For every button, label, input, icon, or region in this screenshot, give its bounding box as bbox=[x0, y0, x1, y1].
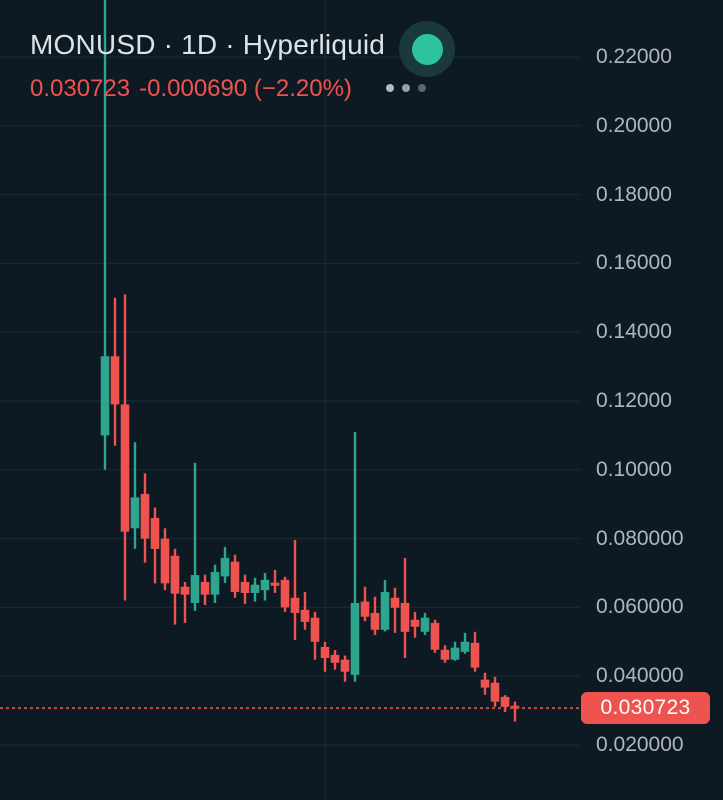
candle-body-down bbox=[360, 601, 370, 617]
candle-body-down bbox=[160, 538, 170, 584]
candle-body-down bbox=[330, 654, 340, 663]
candle-body-up bbox=[380, 591, 390, 630]
candle-body-down bbox=[200, 581, 210, 595]
candle-body-up bbox=[130, 497, 140, 529]
candle-body-up bbox=[460, 641, 470, 652]
candle-body-down bbox=[170, 555, 180, 594]
y-axis-label: 0.020000 bbox=[596, 733, 684, 756]
candle-body-down bbox=[270, 582, 280, 586]
candle-body-down bbox=[390, 597, 400, 608]
dot-icon bbox=[418, 84, 426, 92]
candle-body-down bbox=[470, 642, 480, 668]
y-axis-label: 0.080000 bbox=[596, 526, 684, 550]
candle-body-down bbox=[120, 404, 130, 532]
candle-body-down bbox=[440, 649, 450, 660]
price-change-text: -0.000690 (−2.20%) bbox=[139, 75, 352, 102]
candle-body-down bbox=[480, 679, 490, 688]
candle-body-down bbox=[140, 493, 150, 539]
last-price-text: 0.030723 bbox=[30, 75, 131, 102]
candle-body-down bbox=[310, 617, 320, 642]
candle-body-down bbox=[300, 609, 310, 622]
candle-body-up bbox=[210, 571, 220, 595]
candle-body-down bbox=[410, 619, 420, 627]
y-axis-label: 0.20000 bbox=[596, 113, 672, 137]
more-options-icon[interactable] bbox=[386, 84, 426, 92]
candle-body-up bbox=[220, 557, 230, 577]
y-axis-label: 0.18000 bbox=[596, 182, 672, 206]
candle-body-down bbox=[500, 696, 510, 707]
price-axis[interactable]: 0.22000 0.20000 0.18000 0.16000 0.14000 0.120… bbox=[580, 0, 723, 800]
dot-icon bbox=[386, 84, 394, 92]
candle-body-up bbox=[100, 356, 110, 436]
y-axis-label: 0.16000 bbox=[596, 251, 672, 275]
y-axis-label: 0.12000 bbox=[596, 389, 672, 412]
candle-body-down bbox=[490, 682, 500, 702]
live-dot-icon bbox=[411, 33, 443, 65]
candle-body-down bbox=[180, 586, 190, 595]
dot-icon bbox=[402, 84, 410, 92]
candle-body-down bbox=[430, 622, 440, 650]
candle-body-down bbox=[340, 659, 350, 672]
price-row: 0.030723 -0.000690 (−2.20%) bbox=[30, 75, 352, 103]
y-axis-label: 0.060000 bbox=[596, 595, 684, 619]
candle-body-up bbox=[450, 647, 460, 660]
y-axis-label: 0.22000 bbox=[596, 45, 672, 68]
candle-body-up bbox=[260, 579, 270, 591]
candle-body-down bbox=[230, 561, 240, 592]
candle-body-up bbox=[250, 584, 260, 593]
candle-body-down bbox=[510, 705, 520, 709]
candle-body-down bbox=[150, 517, 160, 549]
y-axis-label: 0.040000 bbox=[596, 664, 684, 688]
candle-body-down bbox=[240, 581, 250, 593]
candle-body-up bbox=[190, 575, 200, 603]
candle-body-up bbox=[350, 602, 360, 675]
last-price-badge: 0.030723 bbox=[581, 692, 710, 725]
candle-body-down bbox=[320, 646, 330, 658]
status-indicator-icon[interactable] bbox=[399, 21, 455, 77]
candle-body-down bbox=[110, 356, 120, 405]
candle-body-down bbox=[290, 597, 300, 613]
y-axis-label: 0.14000 bbox=[596, 320, 672, 344]
symbol-title[interactable]: MONUSD · 1D · Hyperliquid bbox=[30, 29, 386, 60]
y-axis-label: 0.10000 bbox=[596, 457, 672, 481]
candle-body-up bbox=[420, 617, 430, 632]
candle-body-down bbox=[400, 602, 410, 632]
candle-body-down bbox=[280, 579, 290, 608]
candle-body-down bbox=[370, 612, 380, 630]
